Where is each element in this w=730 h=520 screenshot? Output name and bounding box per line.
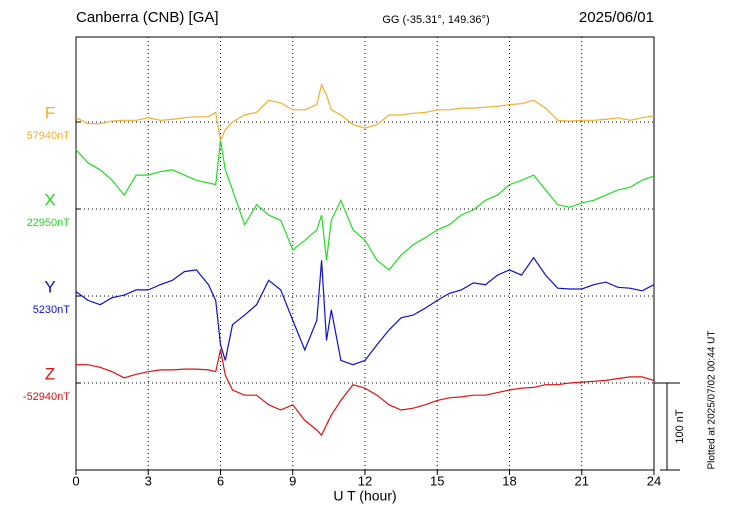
x-tick-label: 6 [217,473,224,488]
x-tick-label: 3 [145,473,152,488]
footnote: Plotted at 2025/07/02 00:44 UT [707,331,718,470]
date: 2025/06/01 [579,9,654,26]
x-tick-label: 18 [502,473,516,488]
baseline-label: 22950nT [27,217,71,229]
subtitle: GG (-35.31°, 149.36°) [382,14,489,26]
baseline-label: 5230nT [33,304,71,316]
x-axis-label: U T (hour) [333,488,396,504]
series-line [76,349,655,437]
scale-bar-label: 100 nT [674,409,686,444]
x-tick-label: 12 [358,473,372,488]
x-tick-label: 0 [72,473,79,488]
series-line [75,256,655,366]
baseline-label: 57940nT [27,130,71,142]
x-tick-label: 24 [647,473,661,488]
x-tick-label: 21 [575,473,589,488]
series-line [75,140,655,271]
x-tick-label: 9 [289,473,296,488]
series-name: Z [45,364,55,383]
x-tick-label: 15 [430,473,444,488]
series-name: F [45,103,55,122]
series-name: X [44,190,55,209]
chart-title: Canberra (CNB) [GA] [76,9,219,26]
series-line [75,82,655,143]
series-name: Y [44,277,55,296]
baseline-label: -52940nT [23,391,70,403]
